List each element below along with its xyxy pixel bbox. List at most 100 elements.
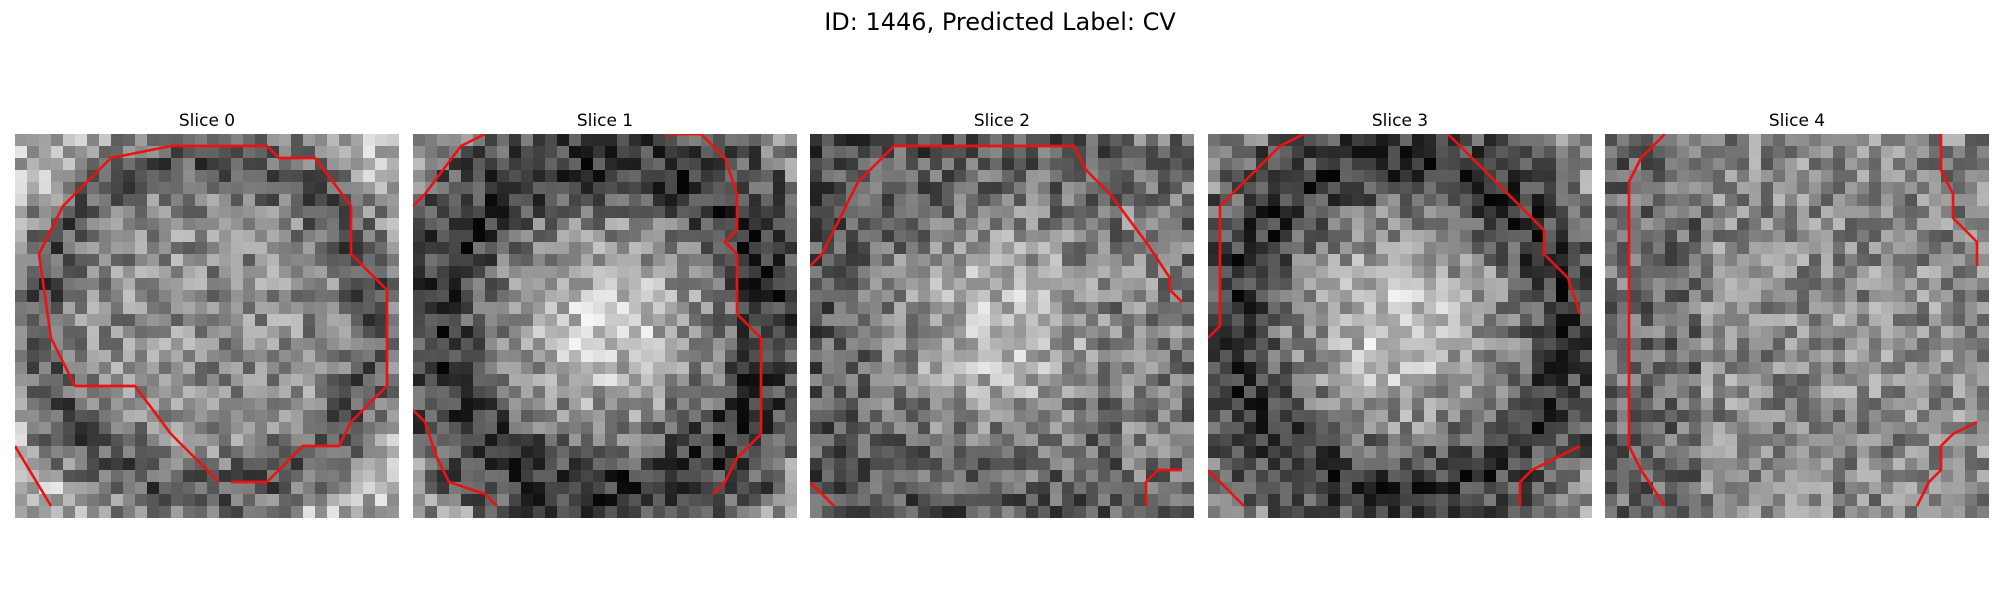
image-pixel [1629, 194, 1642, 207]
image-pixel [990, 290, 1003, 303]
image-pixel [882, 410, 895, 423]
image-pixel [785, 482, 797, 495]
image-pixel [111, 362, 124, 375]
image-pixel [785, 194, 797, 207]
image-pixel [978, 362, 991, 375]
image-pixel [1785, 254, 1798, 267]
image-pixel [1364, 434, 1377, 447]
image-pixel [425, 170, 438, 183]
image-pixel [1376, 458, 1389, 471]
image-pixel [1280, 386, 1293, 399]
image-pixel [147, 302, 160, 315]
image-pixel [1158, 230, 1171, 243]
image-pixel [1701, 398, 1714, 411]
image-pixel [147, 158, 160, 171]
image-pixel [279, 350, 292, 363]
image-pixel [255, 410, 268, 423]
image-pixel [1665, 290, 1678, 303]
image-pixel [1641, 458, 1654, 471]
image-pixel [1122, 482, 1135, 495]
image-pixel [1845, 146, 1858, 159]
image-pixel [822, 398, 835, 411]
image-pixel [1749, 362, 1762, 375]
image-pixel [1340, 422, 1353, 435]
image-pixel [1014, 158, 1027, 171]
image-pixel [63, 434, 76, 447]
image-pixel [437, 290, 450, 303]
image-pixel [1857, 266, 1870, 279]
image-pixel [906, 134, 919, 147]
image-pixel [303, 170, 316, 183]
image-pixel [1244, 362, 1257, 375]
image-pixel [219, 386, 232, 399]
image-pixel [1388, 434, 1401, 447]
image-pixel [593, 362, 606, 375]
image-pixel [1074, 314, 1087, 327]
image-pixel [1316, 446, 1329, 459]
image-pixel [954, 134, 967, 147]
image-pixel [1400, 326, 1413, 339]
image-pixel [641, 278, 654, 291]
image-pixel [1280, 266, 1293, 279]
image-pixel [1304, 350, 1317, 363]
image-pixel [1170, 254, 1183, 267]
image-pixel [1026, 278, 1039, 291]
image-pixel [1809, 386, 1822, 399]
image-pixel [147, 206, 160, 219]
image-pixel [1292, 506, 1305, 518]
image-pixel [1773, 194, 1786, 207]
image-pixel [413, 398, 426, 411]
image-pixel [303, 194, 316, 207]
image-pixel [51, 422, 64, 435]
image-pixel [834, 398, 847, 411]
image-pixel [509, 302, 522, 315]
image-pixel [1280, 182, 1293, 195]
image-pixel [1098, 482, 1111, 495]
image-pixel [1158, 314, 1171, 327]
image-pixel [1110, 302, 1123, 315]
image-pixel [930, 446, 943, 459]
image-pixel [810, 170, 823, 183]
image-pixel [363, 206, 376, 219]
image-pixel [1220, 458, 1233, 471]
image-pixel [1400, 494, 1413, 507]
image-pixel [1182, 146, 1194, 159]
image-pixel [413, 446, 426, 459]
image-pixel [1280, 218, 1293, 231]
image-pixel [135, 218, 148, 231]
image-pixel [1424, 338, 1437, 351]
image-pixel [1665, 434, 1678, 447]
image-pixel [1208, 506, 1221, 518]
image-pixel [1472, 458, 1485, 471]
image-pixel [1472, 170, 1485, 183]
image-pixel [617, 338, 630, 351]
image-pixel [111, 482, 124, 495]
image-pixel [1364, 458, 1377, 471]
image-pixel [1352, 302, 1365, 315]
image-pixel [1388, 254, 1401, 267]
image-pixel [906, 206, 919, 219]
image-pixel [497, 254, 510, 267]
image-pixel [918, 266, 931, 279]
image-pixel [375, 362, 388, 375]
image-pixel [1761, 302, 1774, 315]
image-pixel [593, 314, 606, 327]
image-pixel [701, 230, 714, 243]
image-pixel [834, 278, 847, 291]
image-pixel [629, 314, 642, 327]
image-pixel [1833, 446, 1846, 459]
image-pixel [1580, 278, 1592, 291]
image-pixel [1158, 182, 1171, 195]
image-pixel [1737, 242, 1750, 255]
image-pixel [665, 170, 678, 183]
image-pixel [1725, 290, 1738, 303]
image-pixel [1701, 458, 1714, 471]
image-pixel [267, 386, 280, 399]
image-pixel [1244, 506, 1257, 518]
image-pixel [605, 206, 618, 219]
image-pixel [1050, 314, 1063, 327]
image-pixel [1617, 410, 1630, 423]
image-pixel [1062, 386, 1075, 399]
image-pixel [557, 350, 570, 363]
image-pixel [1508, 470, 1521, 483]
